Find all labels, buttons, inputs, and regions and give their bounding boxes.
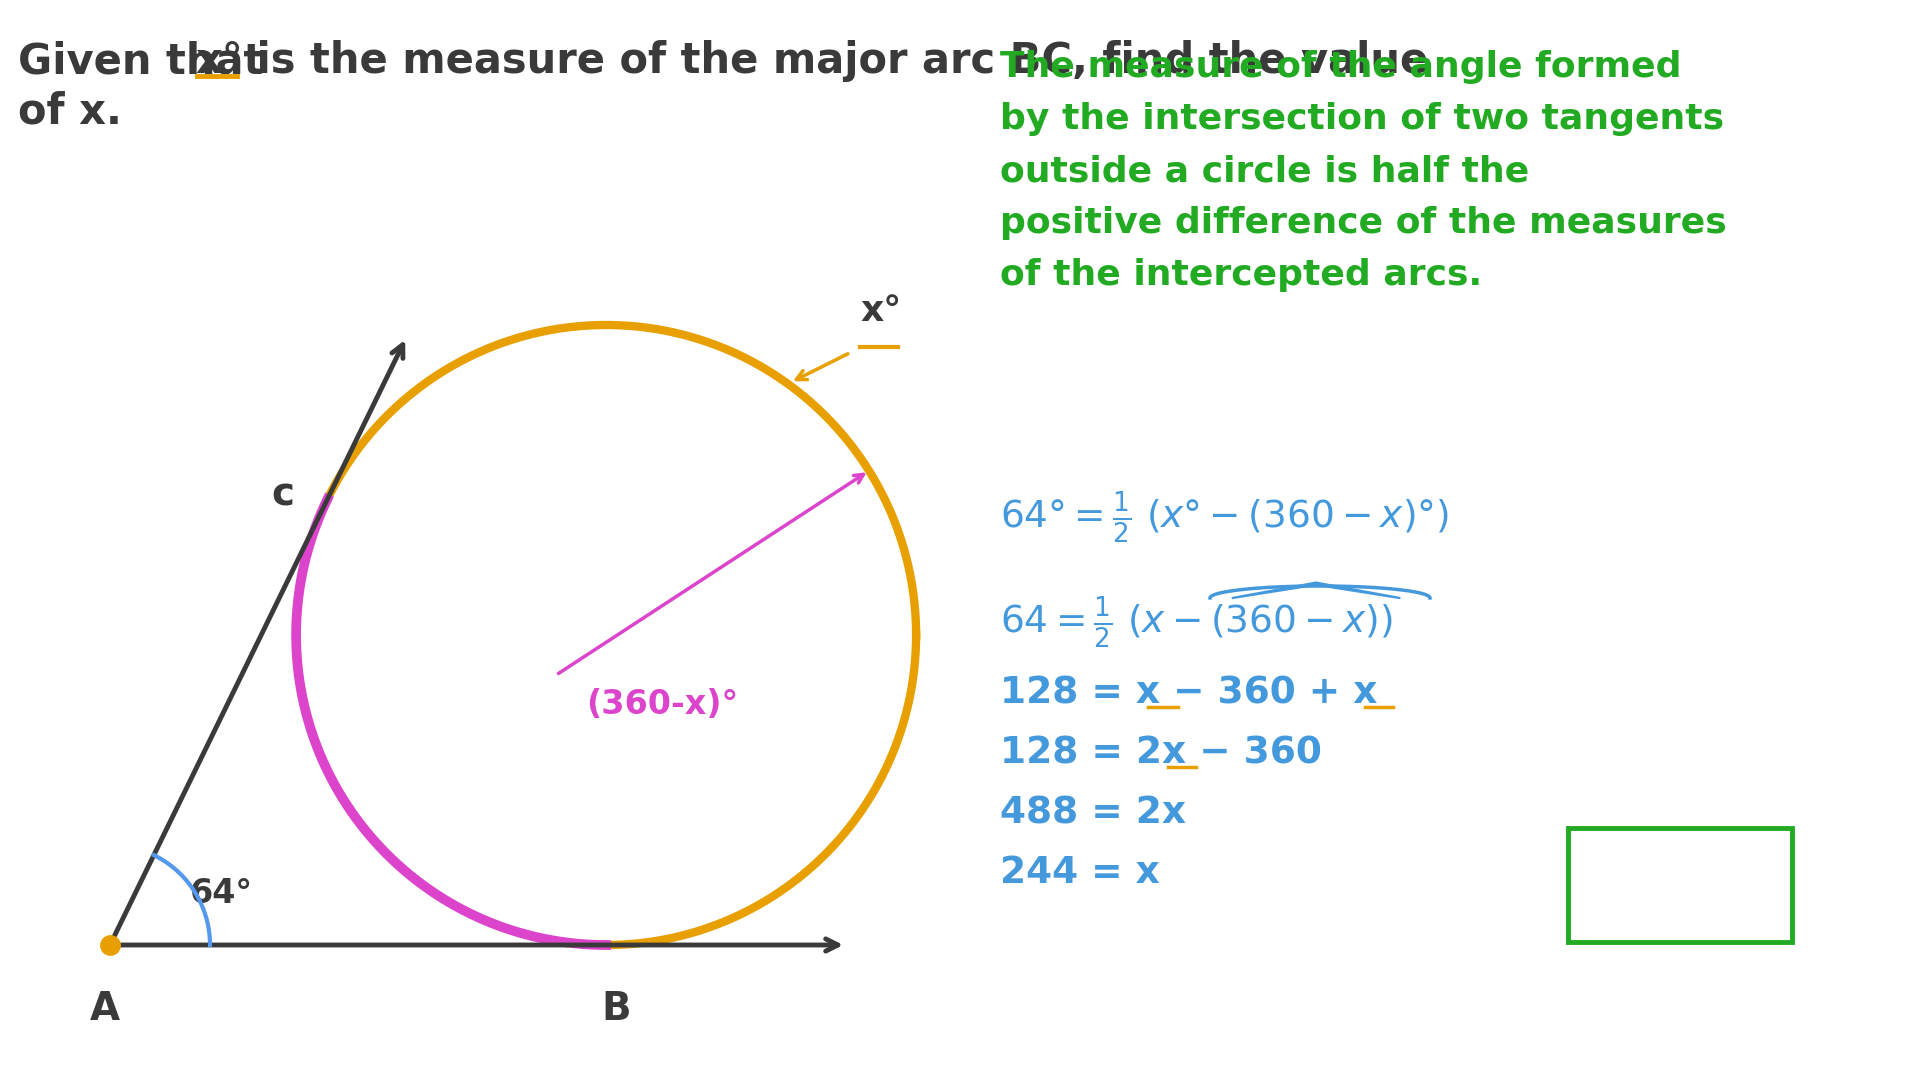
Text: outside a circle is half the: outside a circle is half the [1000,154,1528,188]
Text: by the intersection of two tangents: by the intersection of two tangents [1000,102,1724,136]
FancyBboxPatch shape [1569,828,1791,942]
Text: 488 = 2x: 488 = 2x [1000,795,1187,831]
Text: 244 = x: 244 = x [1000,855,1160,891]
Text: of x.: of x. [17,90,121,132]
Text: $64° = \frac{1}{2}\ (x° - (360 - x)°)$: $64° = \frac{1}{2}\ (x° - (360 - x)°)$ [1000,490,1450,546]
Text: x°: x° [196,40,242,82]
Text: (360-x)°: (360-x)° [586,689,737,721]
Text: positive difference of the measures: positive difference of the measures [1000,206,1726,240]
Text: The measure of the angle formed: The measure of the angle formed [1000,50,1682,84]
Text: 128 = 2x − 360: 128 = 2x − 360 [1000,735,1321,771]
Text: of the intercepted arcs.: of the intercepted arcs. [1000,258,1482,292]
Text: Given that: Given that [17,40,278,82]
Text: is the measure of the major arc BC, find the value: is the measure of the major arc BC, find… [242,40,1428,82]
Text: 128 = x − 360 + x: 128 = x − 360 + x [1000,675,1377,711]
Text: 64°: 64° [190,877,253,910]
Text: 244: 244 [1624,859,1736,912]
Text: x°: x° [860,294,902,327]
Text: $64 = \frac{1}{2}\ (x - \widehat{(360-x)})$: $64 = \frac{1}{2}\ (x - \widehat{(360-x)… [1000,580,1402,650]
Text: c: c [271,475,294,513]
Text: A: A [90,990,121,1028]
Text: B: B [601,990,632,1028]
